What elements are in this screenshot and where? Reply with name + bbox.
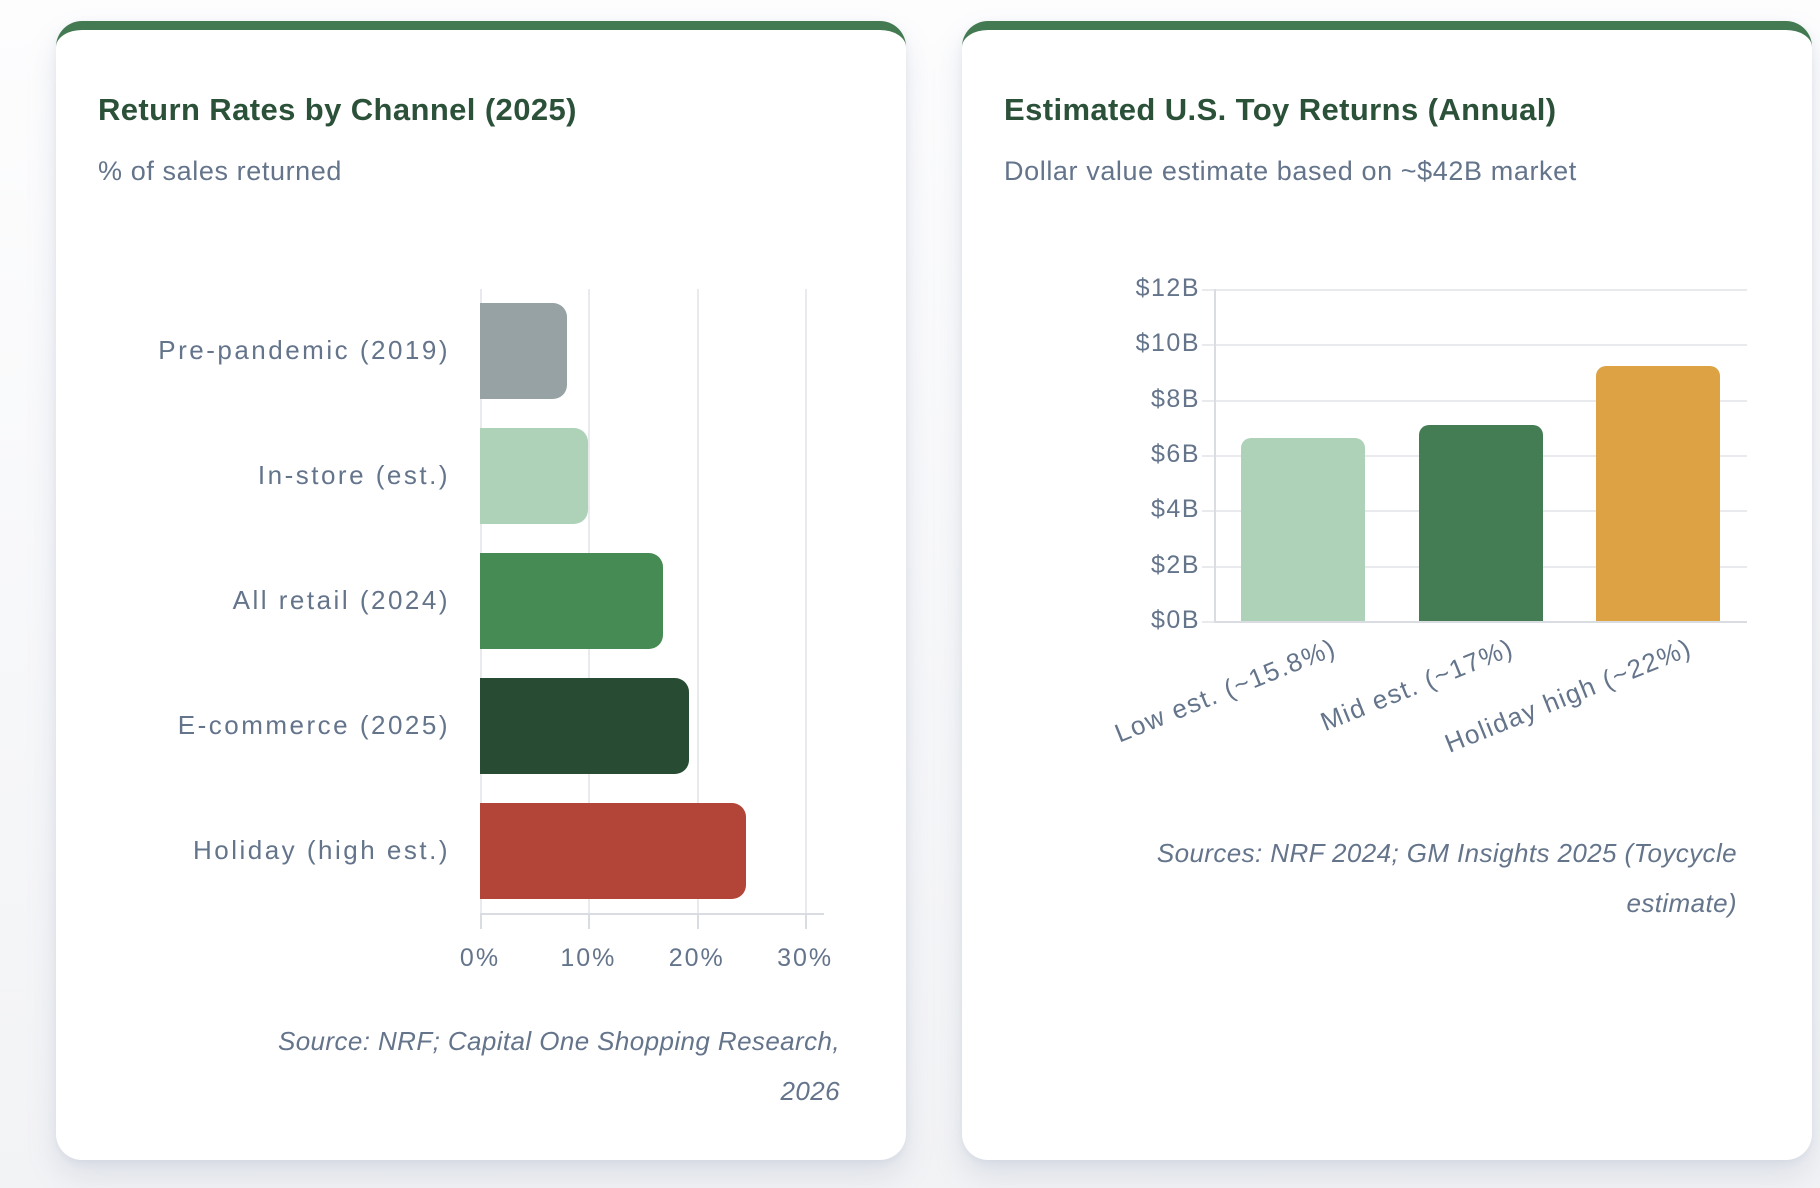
- toy-returns-subtitle: Dollar value estimate based on ~$42B mar…: [1004, 156, 1577, 186]
- x-tick-label: 0%: [459, 944, 501, 972]
- category-label: Low est. (~15.8%): [1110, 632, 1341, 749]
- toy-returns-title: Estimated U.S. Toy Returns (Annual): [1004, 92, 1557, 127]
- bar: [1596, 366, 1721, 621]
- bar: [480, 303, 567, 400]
- y-tick-label: $2B: [1151, 550, 1200, 579]
- y-tick-label: $6B: [1151, 440, 1200, 468]
- return-rates-title: Return Rates by Channel (2025): [98, 92, 577, 127]
- source-line: 2026: [780, 1076, 840, 1106]
- return-rates-source: Source: NRF; Capital One Shopping Resear…: [278, 1016, 840, 1116]
- x-axis-line: [480, 913, 824, 915]
- tick-mark: [696, 913, 699, 929]
- y-axis-line: [1214, 289, 1216, 623]
- x-tick-label: 20%: [668, 944, 725, 972]
- toy-returns-card: Estimated U.S. Toy Returns (Annual) Doll…: [962, 21, 1812, 1160]
- y-tick-label: $10B: [1135, 329, 1200, 358]
- y-tick-label: $8B: [1151, 384, 1200, 413]
- category-label: Holiday (high est.): [192, 834, 450, 865]
- category-label: Pre-pandemic (2019): [158, 335, 450, 366]
- bar: [480, 802, 746, 899]
- toy-returns-source: Sources: NRF 2024; GM Insights 2025 (Toy…: [1157, 828, 1737, 928]
- tick-mark: [588, 913, 591, 929]
- source-line: Sources: NRF 2024; GM Insights 2025 (Toy…: [1156, 838, 1737, 868]
- y-tick-label: $12B: [1135, 274, 1200, 302]
- gridline: [696, 289, 699, 913]
- tick-mark: [480, 913, 482, 929]
- return-rates-card: Return Rates by Channel (2025) % of sale…: [56, 21, 906, 1160]
- gridline: [1202, 399, 1747, 402]
- bar: [480, 553, 664, 649]
- gridline: [1202, 344, 1747, 347]
- return-rates-bar-chart: 0% 10% 20% 30% Pre-pandemic (2019) In-store (…: [56, 30, 906, 1160]
- return-rates-subtitle: % of sales returned: [98, 156, 343, 186]
- bar: [1240, 438, 1365, 621]
- category-label: E-commerce (2025): [177, 709, 450, 740]
- bar: [480, 428, 589, 525]
- y-tick-label: $4B: [1151, 495, 1200, 524]
- category-label: In-store (est.): [257, 460, 450, 491]
- x-tick-label: 10%: [560, 944, 617, 972]
- x-tick-label: 30%: [777, 944, 834, 972]
- x-axis-line: [1214, 621, 1747, 623]
- gridline: [805, 289, 808, 913]
- bar: [1418, 424, 1543, 621]
- category-label: All retail (2024): [232, 585, 450, 615]
- tick-mark: [805, 913, 808, 929]
- y-tick-label: $0B: [1151, 606, 1200, 634]
- toy-returns-bar-chart: $0B $2B $4B $6B $8B $10B $12B Low est. (~15.8%)…: [962, 30, 1812, 1160]
- source-line: Source: NRF; Capital One Shopping Resear…: [277, 1026, 840, 1056]
- source-line: estimate): [1626, 888, 1737, 918]
- bar: [480, 677, 690, 774]
- gridline: [1202, 289, 1747, 291]
